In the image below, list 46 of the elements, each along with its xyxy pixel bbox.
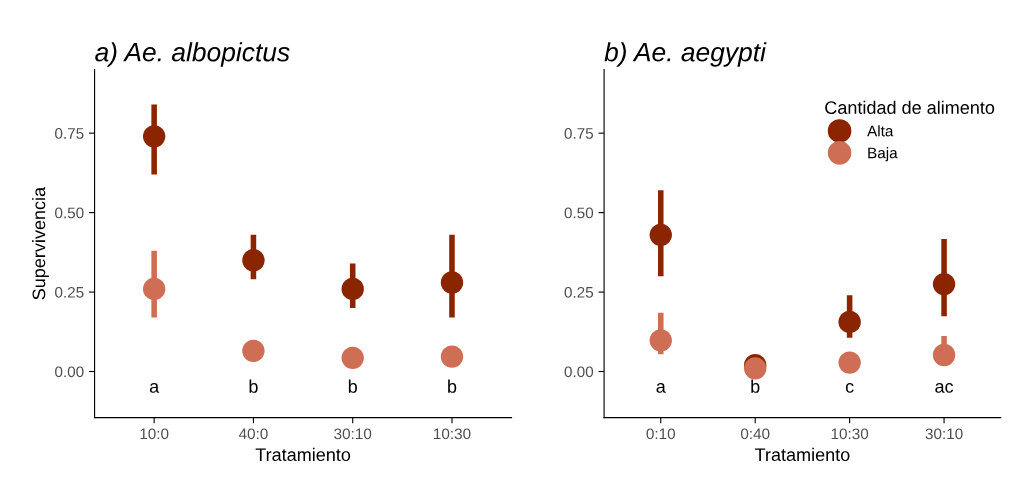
y-tick-label: 0.50 <box>564 207 594 219</box>
chart-title: a) Ae. albopictus <box>95 42 290 67</box>
point <box>440 271 464 294</box>
point <box>932 272 956 296</box>
annotation: a <box>656 382 666 393</box>
x-tick-label: 30:10 <box>925 428 963 440</box>
point <box>142 125 166 148</box>
point <box>341 277 364 301</box>
y-axis-title: Supervivencia <box>32 186 49 300</box>
chart-title: b) Ae. aegypti <box>604 42 767 67</box>
x-axis-title: Tratamiento <box>255 447 351 462</box>
x-tick-label: 0:10 <box>646 428 676 440</box>
annotation: b <box>249 379 258 393</box>
x-tick-label: 10:30 <box>434 428 471 440</box>
annotation: ac <box>935 382 954 393</box>
annotation: b <box>448 379 457 393</box>
point <box>341 346 364 370</box>
point <box>838 310 861 334</box>
annotation: a <box>149 382 160 393</box>
point <box>242 249 265 272</box>
x-tick-label: 10:0 <box>140 428 169 440</box>
y-tick-label: 0.75 <box>55 128 84 139</box>
annotation: b <box>751 379 760 393</box>
legend-title: Cantidad de alimento <box>825 100 995 115</box>
legend-label: Baja <box>868 147 898 162</box>
annotation: b <box>348 379 357 393</box>
y-tick-label: 0.50 <box>55 207 84 219</box>
point <box>649 329 672 352</box>
point <box>440 345 464 368</box>
x-tick-label: 0:40 <box>740 428 770 440</box>
y-tick-label: 0.25 <box>564 286 594 298</box>
x-tick-label: 10:30 <box>831 428 869 440</box>
point <box>838 351 861 374</box>
point <box>142 277 166 301</box>
legend-label: Alta <box>867 125 894 137</box>
x-axis-title: Tratamiento <box>754 447 850 462</box>
point <box>649 223 672 247</box>
y-tick-label: 0.75 <box>564 128 594 139</box>
y-tick-label: 0.25 <box>55 286 84 298</box>
point <box>242 339 265 363</box>
annotation: c <box>845 382 854 393</box>
y-tick-label: 0.00 <box>564 366 594 378</box>
x-tick-label: 30:10 <box>334 428 372 440</box>
y-tick-label: 0.00 <box>55 366 84 378</box>
point <box>932 343 956 367</box>
x-tick-label: 40:0 <box>238 428 268 440</box>
